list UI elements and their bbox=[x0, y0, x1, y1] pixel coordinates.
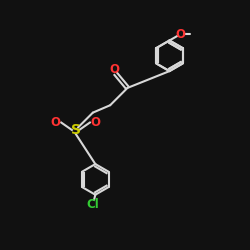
Text: O: O bbox=[109, 63, 119, 76]
Text: Cl: Cl bbox=[86, 198, 99, 210]
Text: S: S bbox=[70, 123, 81, 137]
Text: O: O bbox=[51, 116, 61, 129]
Text: O: O bbox=[176, 28, 186, 41]
Text: O: O bbox=[90, 116, 100, 129]
